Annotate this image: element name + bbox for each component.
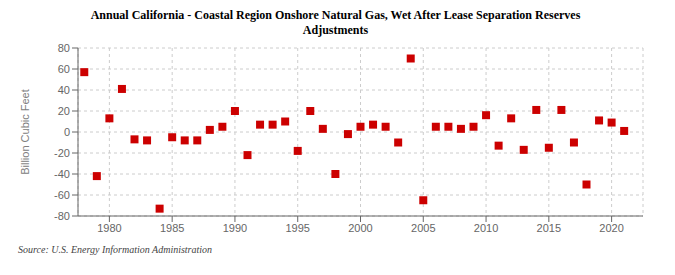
svg-text:-40: -40 [54, 168, 70, 180]
svg-text:20: 20 [58, 105, 70, 117]
svg-text:2005: 2005 [411, 222, 435, 234]
svg-text:-80: -80 [54, 210, 70, 222]
svg-text:1985: 1985 [160, 222, 184, 234]
svg-text:80: 80 [58, 42, 70, 54]
html-text:Adjustments: Adjustments [302, 23, 369, 37]
svg-text:2010: 2010 [474, 222, 498, 234]
svg-text:-20: -20 [54, 147, 70, 159]
svg-text:-60: -60 [54, 189, 70, 201]
svg-text:1990: 1990 [223, 222, 247, 234]
svg-text:1980: 1980 [97, 222, 121, 234]
svg-text:2000: 2000 [348, 222, 372, 234]
svg-text:40: 40 [58, 84, 70, 96]
svg-text:2020: 2020 [599, 222, 623, 234]
html-text:Annual California - Coastal Re: Annual California - Coastal Region Onsho… [90, 8, 581, 22]
svg-text:2015: 2015 [537, 222, 561, 234]
svg-text:1995: 1995 [285, 222, 309, 234]
svg-text:Billion Cubic Feet: Billion Cubic Feet [19, 89, 31, 175]
svg-text:60: 60 [58, 63, 70, 75]
html-text:Source: U.S. Energy Informatio: Source: U.S. Energy Information Administ… [18, 244, 213, 255]
svg-text:0: 0 [64, 126, 70, 138]
